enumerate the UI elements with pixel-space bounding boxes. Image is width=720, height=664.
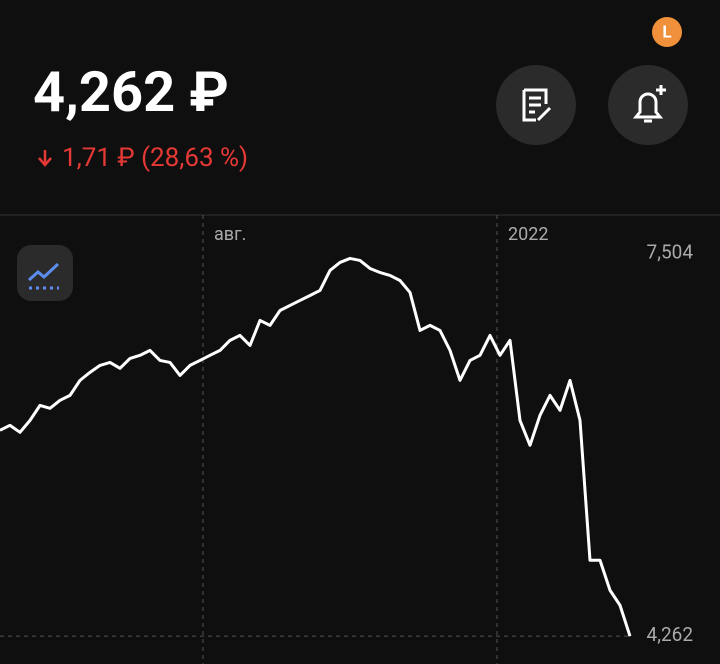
down-arrow: [38, 150, 52, 167]
alert-button[interactable]: [608, 65, 688, 145]
price-change: 1,71 ₽ (28,63 %): [62, 143, 248, 173]
notes-icon: [522, 88, 552, 122]
chart-type-button[interactable]: [17, 245, 73, 301]
x-tick-label: 2022: [508, 224, 548, 245]
x-tick-label: авг.: [214, 224, 246, 245]
badge: [652, 17, 682, 47]
price: 4,262 ₽: [33, 59, 229, 125]
price-line: [0, 256, 632, 637]
y-tick-label: 4,262: [647, 623, 693, 646]
bell-icon: [632, 85, 666, 123]
chart-type-icon: [28, 262, 60, 282]
badge-text: L: [662, 22, 671, 42]
y-tick-label: 7,504: [647, 240, 694, 263]
